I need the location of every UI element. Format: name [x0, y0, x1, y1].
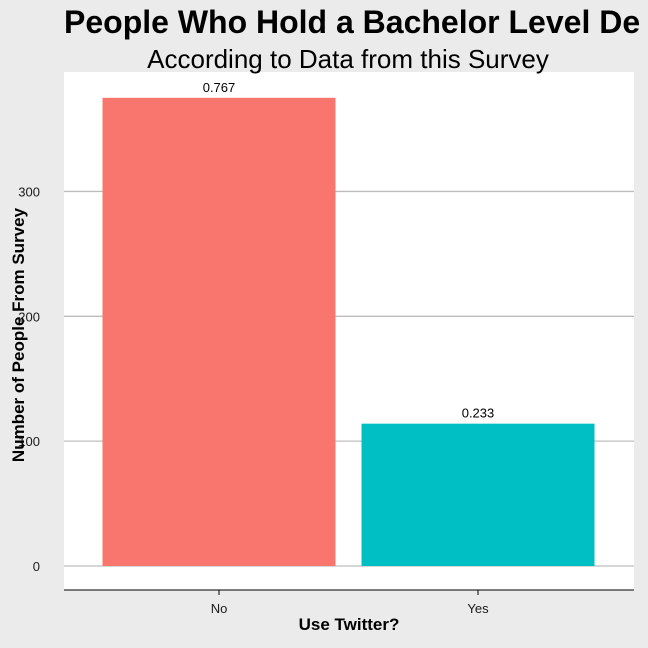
bar-yes — [361, 423, 595, 566]
x-axis-title: Use Twitter? — [299, 615, 400, 634]
data-label-yes: 0.233 — [462, 406, 495, 421]
y-tick-label: 100 — [18, 434, 40, 449]
data-labels: 0.767 0.233 — [203, 80, 495, 421]
x-tick-label-yes: Yes — [467, 601, 489, 616]
y-axis-title: Number of People From Survey — [9, 207, 28, 462]
x-axis-ticks: No Yes — [211, 590, 489, 616]
chart-subtitle: According to Data from this Survey — [147, 44, 549, 74]
y-tick-label: 300 — [18, 184, 40, 199]
x-tick-label-no: No — [211, 601, 228, 616]
data-label-no: 0.767 — [203, 80, 236, 95]
bar-no — [102, 97, 336, 566]
y-tick-label: 200 — [18, 309, 40, 324]
y-axis-ticks: 0 100 200 300 — [18, 184, 40, 574]
chart-title: People Who Hold a Bachelor Level De — [64, 4, 640, 40]
y-tick-label: 0 — [33, 559, 40, 574]
bars — [102, 97, 595, 566]
